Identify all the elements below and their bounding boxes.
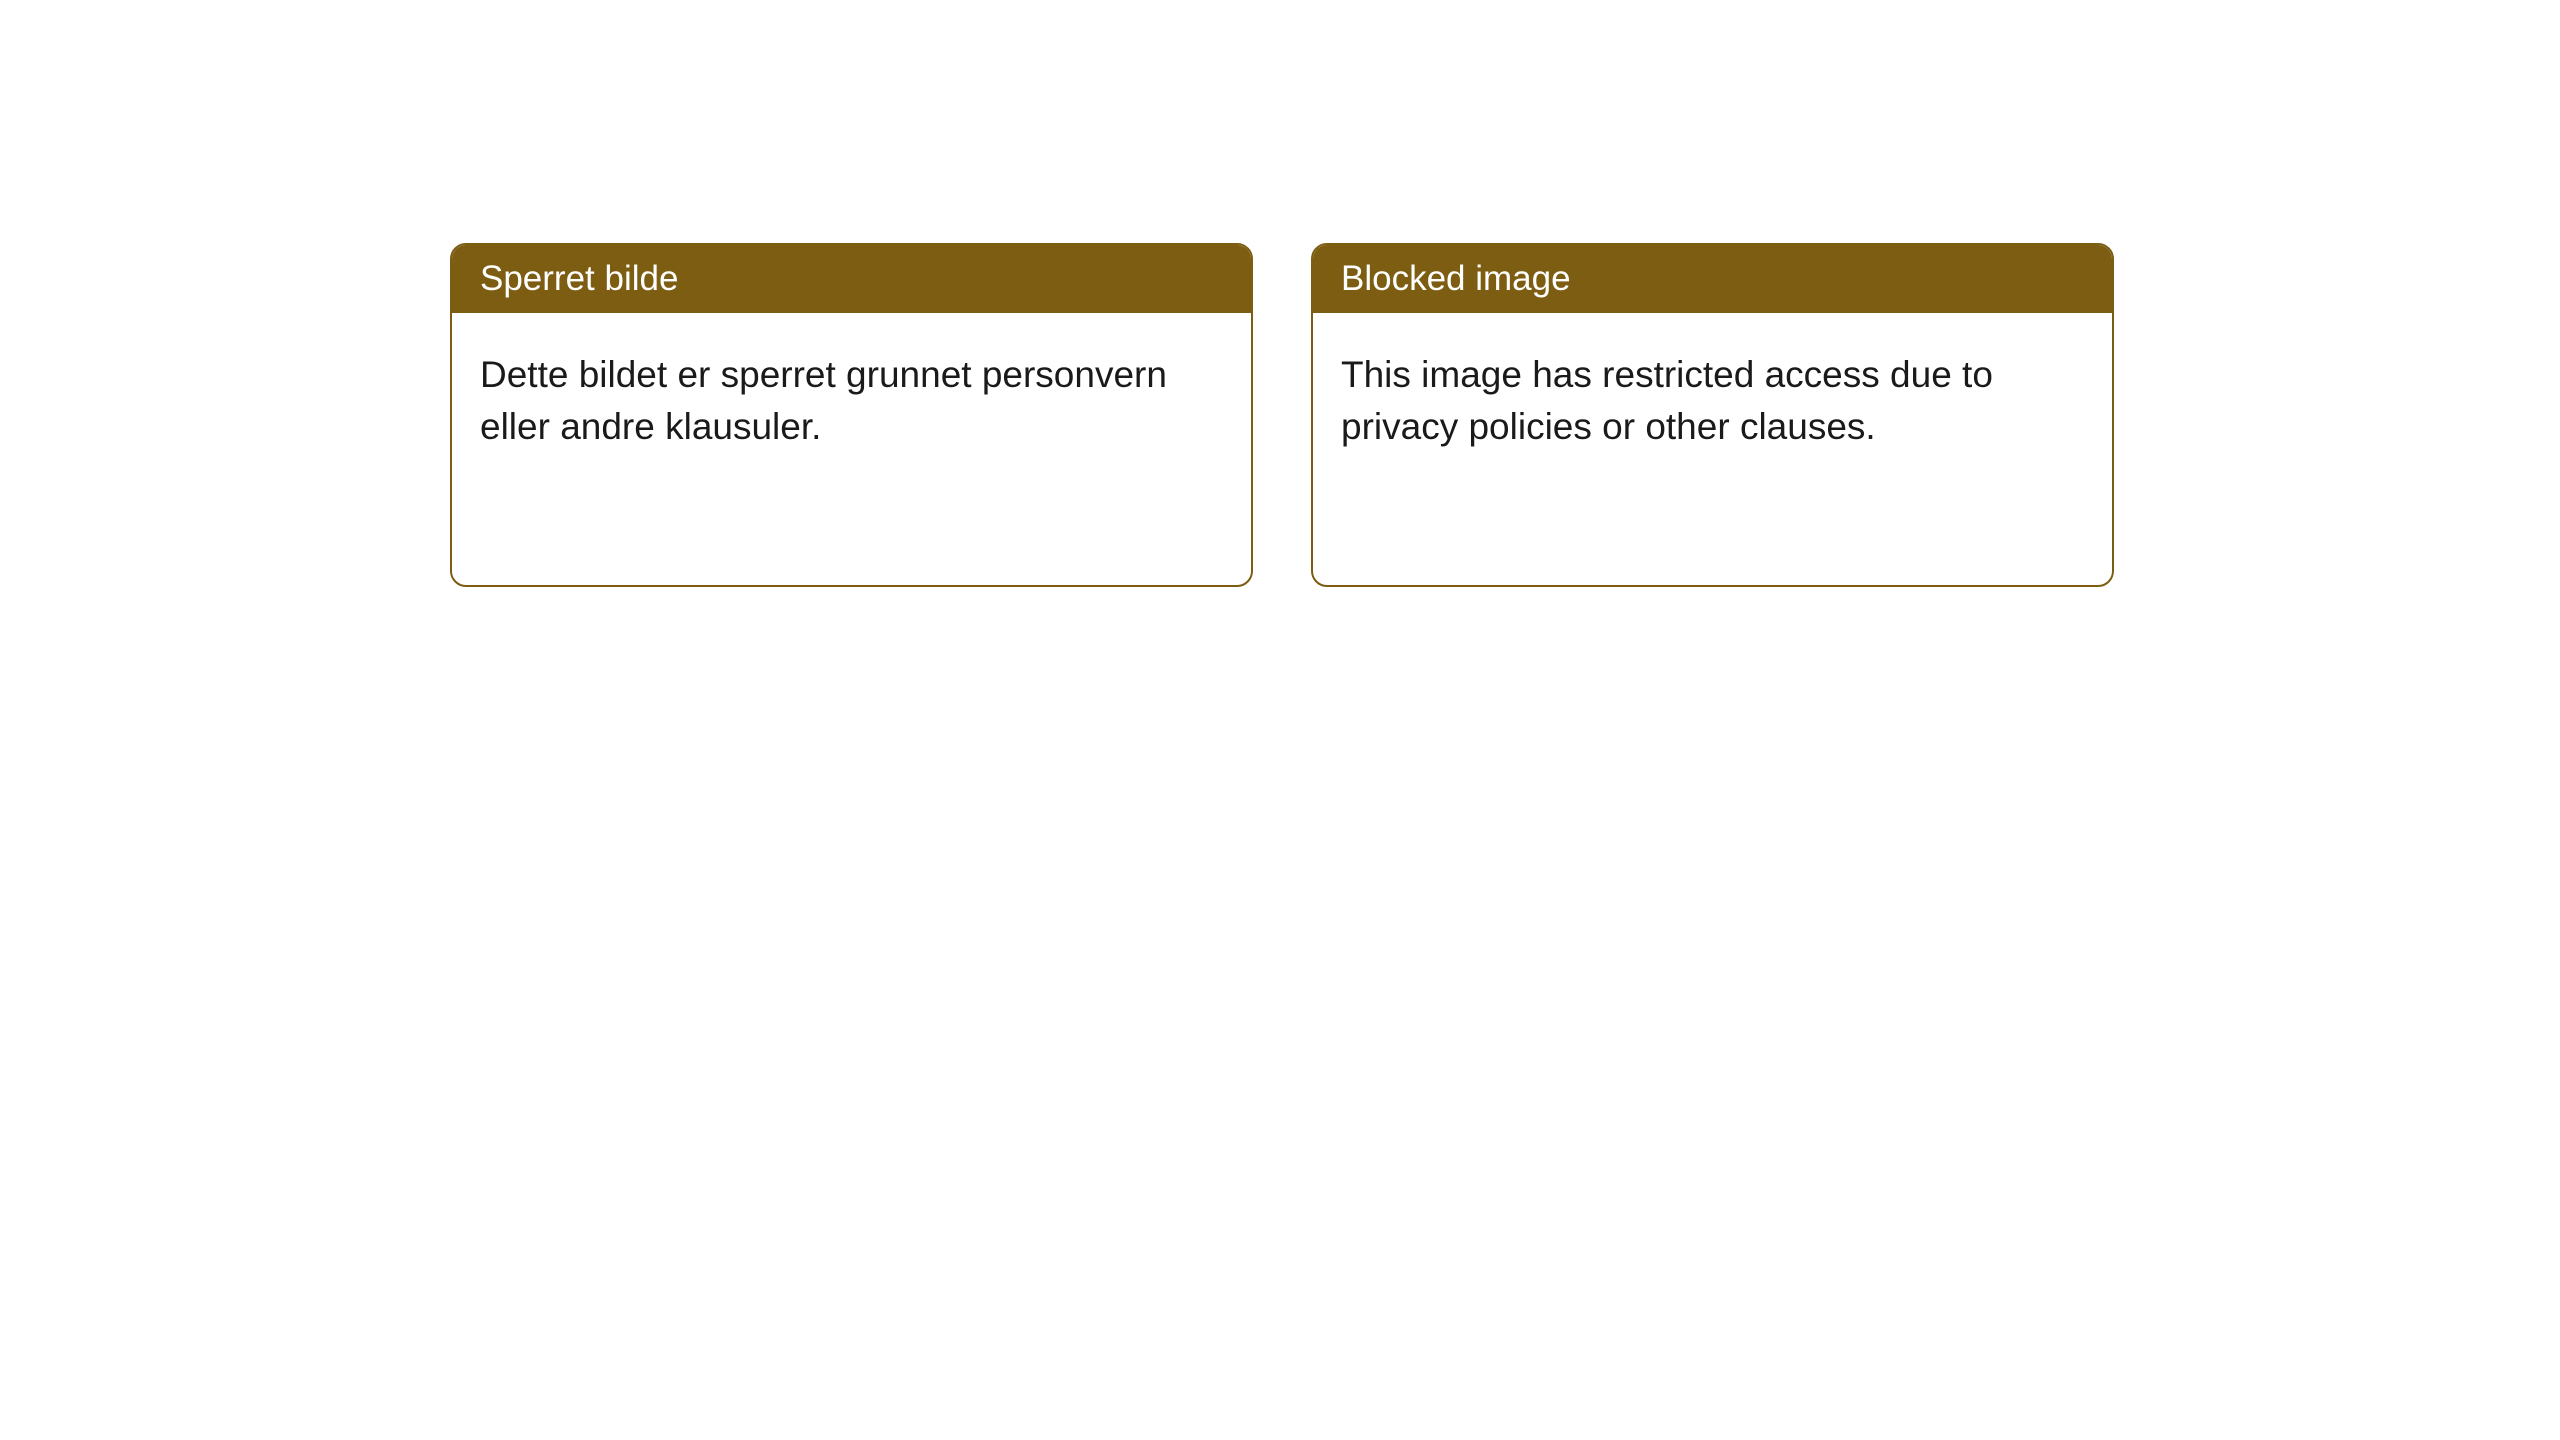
notice-card-header: Blocked image (1313, 245, 2112, 313)
notice-cards-container: Sperret bilde Dette bildet er sperret gr… (450, 243, 2114, 587)
notice-card-english: Blocked image This image has restricted … (1311, 243, 2114, 587)
notice-card-body: This image has restricted access due to … (1313, 313, 2112, 585)
notice-card-norwegian: Sperret bilde Dette bildet er sperret gr… (450, 243, 1253, 587)
notice-card-body-text: This image has restricted access due to … (1341, 354, 1993, 447)
notice-card-body: Dette bildet er sperret grunnet personve… (452, 313, 1251, 585)
notice-card-header: Sperret bilde (452, 245, 1251, 313)
notice-card-title: Sperret bilde (480, 259, 678, 298)
notice-card-title: Blocked image (1341, 259, 1571, 298)
notice-card-body-text: Dette bildet er sperret grunnet personve… (480, 354, 1167, 447)
